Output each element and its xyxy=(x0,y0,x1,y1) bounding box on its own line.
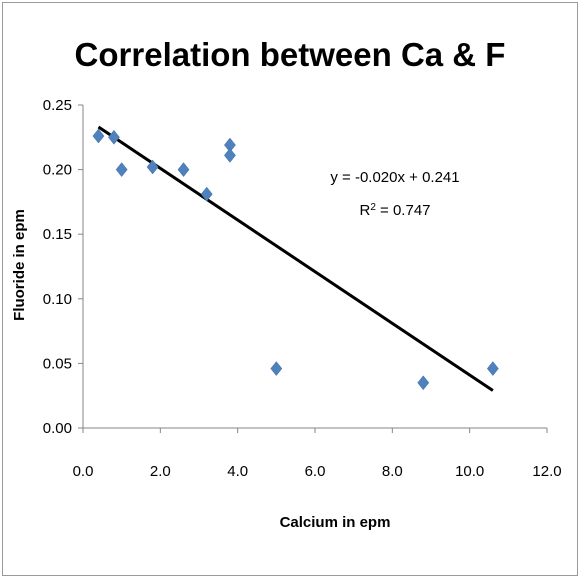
y-tick-label: 0.15 xyxy=(43,226,72,243)
data-point xyxy=(177,162,190,178)
data-point xyxy=(224,147,236,163)
data-point xyxy=(486,361,499,376)
trendline xyxy=(97,125,494,392)
data-point xyxy=(417,375,430,391)
x-tick-label: 10.0 xyxy=(455,463,484,480)
r-squared-label: R2 = 0.747 xyxy=(359,202,430,220)
x-tick-label: 8.0 xyxy=(382,463,403,480)
points-group xyxy=(92,128,499,391)
y-tick-label: 0.10 xyxy=(43,291,72,308)
data-point xyxy=(270,361,283,376)
x-tick-label: 6.0 xyxy=(305,463,326,480)
x-tick-label: 12.0 xyxy=(532,463,561,480)
data-point xyxy=(200,186,213,202)
data-point xyxy=(115,162,128,178)
x-tick-label: 2.0 xyxy=(150,463,171,480)
data-point xyxy=(108,129,120,145)
x-tick-label: 4.0 xyxy=(227,463,248,480)
x-tick-label: 0.0 xyxy=(73,463,94,480)
tick-group: 0.0 2.0 4.0 6.0 8.0 10.0 12.0 0.00 0.05 0.10 0.15 0… xyxy=(43,97,562,480)
y-tick-label: 0.25 xyxy=(43,97,72,114)
y-tick-label: 0.00 xyxy=(43,420,72,437)
trendline-group xyxy=(97,125,494,392)
data-point xyxy=(92,128,105,144)
data-point xyxy=(146,159,159,175)
trendline-equation: y = -0.020x + 0.241 xyxy=(330,169,459,186)
y-tick-label: 0.20 xyxy=(43,162,72,179)
y-axis-label: Fluoride in epm xyxy=(11,209,28,321)
y-tick-label: 0.05 xyxy=(43,355,72,372)
chart-title: Correlation between Ca & F xyxy=(75,36,506,73)
x-axis-label: Calcium in epm xyxy=(280,514,391,531)
chart-frame xyxy=(2,2,578,576)
